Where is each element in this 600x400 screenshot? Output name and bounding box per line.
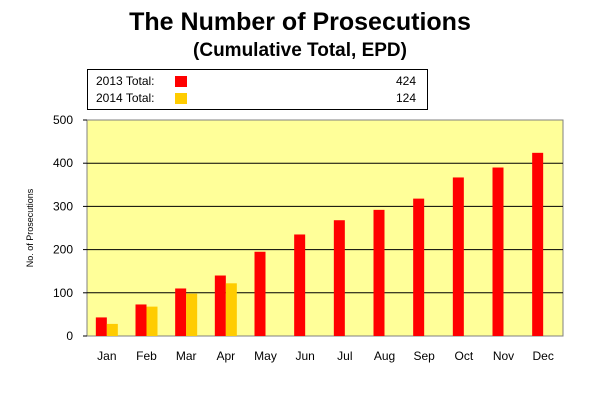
bar-2013-apr	[214, 275, 226, 336]
chart-title: The Number of Prosecutions	[129, 8, 471, 36]
legend-item-2014: 2014 Total: 124	[96, 91, 422, 107]
y-tick-label: 100	[53, 286, 73, 300]
x-tick-label: Aug	[374, 349, 395, 363]
legend-total-2014: 124	[395, 91, 416, 105]
x-tick-label: Nov	[493, 349, 514, 363]
y-axis: 0 100 200 300 400 500	[53, 113, 87, 343]
bar-2013-oct	[452, 177, 464, 336]
bar-2013-nov	[492, 167, 504, 336]
y-tick-label: 300	[53, 199, 73, 213]
bar-2013-jun	[294, 234, 306, 336]
x-tick-label: Dec	[532, 349, 553, 363]
y-tick-label: 400	[53, 156, 73, 170]
x-tick-label: Mar	[176, 349, 197, 363]
x-tick-label: Jun	[295, 349, 314, 363]
x-tick-label: Feb	[136, 349, 157, 363]
bars	[95, 152, 544, 336]
x-tick-label: Jan	[97, 349, 116, 363]
legend-swatch-2014	[175, 93, 187, 104]
bar-2013-aug	[373, 209, 385, 336]
legend-label-2013: 2013 Total:	[96, 74, 155, 88]
y-tick-label: 500	[53, 113, 73, 127]
x-tick-label: Oct	[454, 349, 473, 363]
y-axis-label: No. of Prosecutions	[25, 188, 35, 267]
bar-2013-dec	[532, 152, 544, 336]
legend-swatch-2013	[175, 76, 187, 87]
bar-2014-feb	[146, 306, 158, 336]
legend-label-2014: 2014 Total:	[96, 91, 155, 105]
gridlines	[87, 162, 563, 294]
bar-2013-jul	[333, 220, 345, 336]
legend-total-2013: 424	[395, 74, 416, 88]
x-tick-label: Apr	[216, 349, 235, 363]
x-tick-label: Jul	[337, 349, 352, 363]
bar-2014-jan	[106, 323, 118, 336]
bar-2013-may	[254, 251, 266, 336]
x-axis: Jan Feb Mar Apr May Jun Jul Aug Sep Oct Nov Dec	[97, 349, 554, 363]
bar-2014-mar	[186, 293, 198, 336]
x-tick-label: Sep	[413, 349, 435, 363]
bar-2013-jan	[95, 317, 107, 336]
legend-item-2013: 2013 Total: 424	[96, 74, 422, 90]
legend: 2013 Total: 424 2014 Total: 124	[87, 69, 428, 110]
chart-subtitle: (Cumulative Total, EPD)	[193, 40, 407, 61]
bar-2013-mar	[175, 288, 187, 336]
y-tick-label: 200	[53, 243, 73, 257]
y-tick-label: 0	[66, 329, 73, 343]
x-tick-label: May	[254, 349, 277, 363]
bar-2014-apr	[225, 283, 237, 336]
plot-area	[86, 119, 564, 337]
bar-2013-sep	[413, 198, 425, 336]
bar-2013-feb	[135, 304, 147, 336]
